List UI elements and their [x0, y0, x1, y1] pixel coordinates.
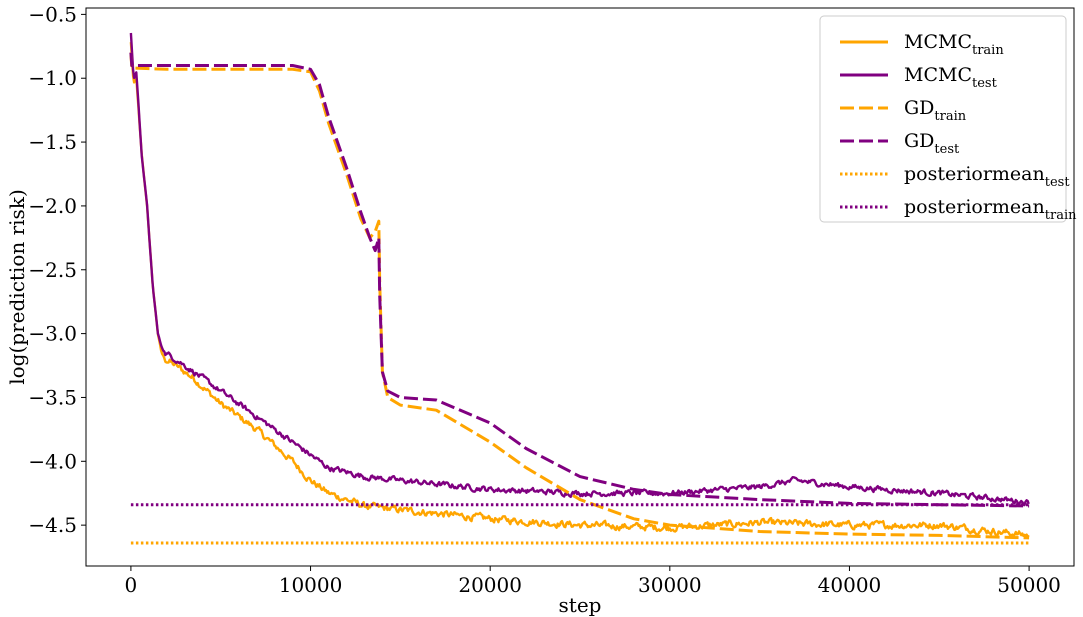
x-tick-label: 40000: [818, 573, 882, 597]
legend-entry-subscript: test: [1045, 175, 1071, 190]
legend-entry-subscript: train: [972, 43, 1004, 58]
legend-entry-name: GD: [904, 97, 934, 119]
y-tick-label: −3.5: [28, 385, 77, 409]
legend-entry-name: posteriormean: [904, 163, 1045, 185]
y-tick-label: −2.0: [28, 194, 77, 218]
plot-frame: [85, 7, 1075, 567]
y-tick-label: −2.5: [28, 258, 77, 282]
y-tick-label: −1.0: [28, 66, 77, 90]
x-tick-label: 10000: [279, 573, 343, 597]
x-axis: 0 10000 20000 30000 40000 50000: [125, 566, 1061, 597]
legend-entry-name: MCMC: [904, 64, 972, 86]
plot-lines: [129, 32, 1030, 545]
series-line-gd-test-dashed: [129, 52, 1030, 508]
legend-entry-subscript: train: [934, 109, 966, 124]
y-axis-label: log(prediction risk): [5, 189, 29, 385]
x-axis-label: step: [559, 593, 602, 617]
legend: MCMCtrainMCMCtestGDtrainGDtestposteriorm…: [819, 15, 1077, 223]
legend-entry-label: posteriormeantest: [904, 163, 1070, 190]
y-tick-label: −0.5: [28, 2, 77, 26]
series-line-gd-train-dashed: [129, 52, 1030, 540]
series-line-mcmc-test-solid: [129, 32, 1030, 507]
y-tick-label: −1.5: [28, 130, 77, 154]
legend-entry-subscript: train: [1045, 208, 1077, 223]
legend-entry-label: posteriormeantrain: [904, 196, 1077, 223]
series-line-mcmc-train-solid: [129, 42, 1030, 538]
legend-entry-label: GDtrain: [904, 97, 967, 124]
y-tick-label: −3.0: [28, 322, 77, 346]
legend-entry-label: MCMCtest: [904, 64, 998, 91]
x-tick-label: 0: [125, 573, 138, 597]
y-tick-label: −4.5: [28, 513, 77, 537]
legend-entry-subscript: test: [972, 76, 998, 91]
y-tick-label: −4.0: [28, 449, 77, 473]
y-axis: −0.5 −1.0 −1.5 −2.0 −2.5 −3.0 −3.5 −4.0 −4.5: [28, 2, 86, 537]
legend-entry-name: posteriormean: [904, 196, 1045, 218]
legend-entry-label: GDtest: [904, 130, 960, 157]
x-tick-label: 20000: [458, 573, 522, 597]
legend-entry-name: MCMC: [904, 31, 972, 53]
legend-entry-label: MCMCtrain: [904, 31, 1004, 58]
x-tick-label: 30000: [638, 573, 702, 597]
x-tick-label: 50000: [997, 573, 1061, 597]
legend-entry-name: GD: [904, 130, 934, 152]
legend-entry-subscript: test: [934, 142, 960, 157]
legend-box: [819, 15, 1067, 223]
